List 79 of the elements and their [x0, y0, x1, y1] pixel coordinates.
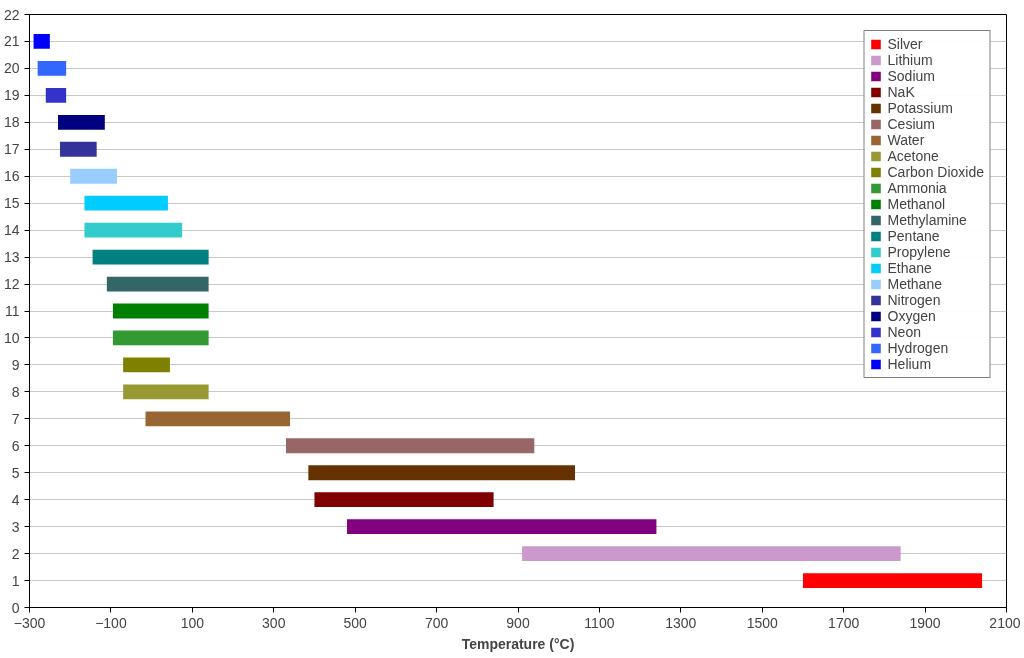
- x-tick-label: 1500: [746, 614, 779, 631]
- y-tick-label: 0: [11, 599, 20, 616]
- y-tick-label: 4: [11, 491, 20, 508]
- y-tick-label: 6: [11, 437, 20, 454]
- y-tick-label: 17: [3, 141, 20, 158]
- x-tick-label: 1300: [665, 614, 697, 631]
- bar: [92, 249, 209, 265]
- legend-label: Silver: [887, 36, 923, 52]
- y-tick-label: 21: [3, 33, 20, 50]
- y-tick-label: 20: [3, 60, 20, 77]
- bar: [112, 303, 209, 319]
- y-tick-label: 8: [11, 383, 20, 400]
- x-tick-label: 300: [262, 614, 286, 631]
- y-tick-label: 19: [3, 87, 20, 104]
- legend-label: Water: [887, 132, 925, 148]
- legend-label: Sodium: [887, 68, 935, 84]
- legend-label: Acetone: [887, 148, 939, 164]
- x-tick-label: 700: [424, 614, 449, 631]
- x-tick-label: 900: [506, 614, 530, 631]
- legend-label: Lithium: [887, 52, 933, 68]
- legend-label: Helium: [887, 356, 932, 372]
- bar: [84, 222, 183, 238]
- bar: [308, 465, 575, 481]
- x-tick-label: 1700: [828, 614, 860, 631]
- legend-label: Methylamine: [887, 212, 967, 228]
- bar: [84, 195, 168, 211]
- bar: [314, 492, 494, 508]
- bar: [123, 357, 170, 373]
- y-tick-label: 13: [3, 249, 20, 266]
- legend-label: Hydrogen: [887, 340, 949, 356]
- bar: [70, 168, 118, 184]
- x-tick-label: 2100: [989, 614, 1021, 631]
- legend-label: Methanol: [887, 196, 946, 212]
- bar: [60, 141, 97, 157]
- y-tick-label: 7: [11, 410, 20, 427]
- y-tick-label: 16: [3, 168, 20, 185]
- x-axis-title: Temperature (°C): [461, 635, 575, 652]
- bar: [285, 438, 535, 454]
- y-tick-label: 9: [11, 356, 20, 373]
- bar: [145, 411, 291, 427]
- y-tick-label: 15: [3, 195, 20, 212]
- legend-label: Ethane: [887, 260, 932, 276]
- bar: [37, 61, 67, 76]
- legend-label: NaK: [887, 84, 915, 100]
- bar: [33, 34, 50, 49]
- bar: [802, 573, 983, 588]
- y-tick-label: 11: [4, 303, 20, 319]
- legend-label: Cesium: [887, 116, 935, 132]
- bar: [347, 519, 657, 535]
- x-tick-label: 1900: [909, 614, 941, 631]
- y-tick-label: 22: [3, 6, 20, 23]
- y-tick-label: 3: [11, 518, 20, 535]
- bar: [58, 114, 105, 130]
- x-tick-label: −300: [13, 614, 46, 631]
- legend-label: Propylene: [887, 244, 951, 260]
- legend-label: Pentane: [887, 228, 940, 244]
- x-tick-label: −100: [95, 614, 127, 631]
- legend-label: Oxygen: [887, 308, 936, 324]
- legend-label: Carbon Dioxide: [887, 164, 984, 180]
- y-tick-label: 2: [11, 545, 20, 562]
- bar: [45, 87, 67, 103]
- y-tick-label: 5: [11, 464, 20, 481]
- bar: [106, 276, 209, 292]
- y-tick-label: 14: [3, 222, 20, 239]
- legend-label: Nitrogen: [887, 292, 941, 308]
- legend-label: Neon: [887, 324, 921, 340]
- legend-label: Potassium: [887, 100, 953, 116]
- y-tick-label: 1: [11, 572, 20, 589]
- bar: [522, 546, 901, 561]
- x-tick-label: 500: [343, 614, 368, 631]
- legend-label: Methane: [887, 276, 942, 292]
- x-tick-label: 100: [180, 614, 205, 631]
- y-tick-label: 10: [3, 329, 20, 346]
- bar: [123, 384, 209, 400]
- legend-label: Ammonia: [887, 180, 947, 196]
- y-tick-label: 12: [3, 276, 20, 293]
- bar: [112, 330, 209, 346]
- x-tick-label: 1100: [584, 614, 615, 631]
- y-tick-label: 18: [3, 114, 20, 131]
